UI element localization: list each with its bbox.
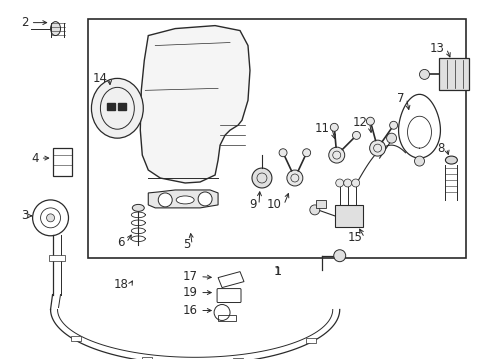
Bar bbox=[88, 19, 466, 258]
Text: 8: 8 bbox=[436, 141, 444, 155]
Text: 5: 5 bbox=[183, 238, 190, 251]
Ellipse shape bbox=[91, 78, 143, 138]
Text: 4: 4 bbox=[31, 152, 39, 165]
Text: 9: 9 bbox=[249, 198, 256, 211]
Bar bbox=[315, 200, 325, 208]
Text: 16: 16 bbox=[183, 304, 198, 317]
Circle shape bbox=[366, 117, 374, 125]
Bar bbox=[48, 255, 64, 261]
Bar bbox=[52, 148, 72, 176]
Text: 15: 15 bbox=[347, 231, 362, 244]
Text: 13: 13 bbox=[428, 42, 444, 55]
Text: 14: 14 bbox=[92, 72, 107, 85]
Circle shape bbox=[329, 123, 338, 131]
Circle shape bbox=[251, 168, 271, 188]
Circle shape bbox=[46, 214, 55, 222]
Ellipse shape bbox=[50, 22, 61, 36]
Circle shape bbox=[414, 156, 424, 166]
Circle shape bbox=[279, 149, 286, 157]
Text: 11: 11 bbox=[314, 122, 329, 135]
Text: 12: 12 bbox=[352, 116, 367, 129]
Circle shape bbox=[302, 149, 310, 157]
Ellipse shape bbox=[132, 204, 144, 211]
Text: 18: 18 bbox=[113, 278, 128, 291]
Ellipse shape bbox=[445, 156, 456, 164]
Polygon shape bbox=[148, 190, 218, 208]
Circle shape bbox=[286, 170, 302, 186]
Circle shape bbox=[335, 179, 343, 187]
Text: 17: 17 bbox=[183, 270, 198, 283]
Text: 1: 1 bbox=[274, 265, 281, 278]
Bar bbox=[334, 205, 362, 227]
Bar bbox=[218, 315, 236, 321]
Text: 3: 3 bbox=[21, 210, 29, 222]
Bar bbox=[107, 103, 115, 110]
Text: 1: 1 bbox=[274, 267, 281, 276]
Text: 19: 19 bbox=[183, 286, 198, 299]
Circle shape bbox=[198, 192, 212, 206]
Circle shape bbox=[389, 121, 397, 129]
Circle shape bbox=[352, 131, 360, 139]
Bar bbox=[118, 103, 126, 110]
Bar bbox=[306, 338, 316, 343]
Circle shape bbox=[386, 133, 396, 143]
Circle shape bbox=[333, 250, 345, 262]
Polygon shape bbox=[140, 26, 249, 183]
Circle shape bbox=[328, 147, 344, 163]
Circle shape bbox=[158, 193, 172, 207]
Circle shape bbox=[309, 205, 319, 215]
Bar bbox=[142, 357, 152, 360]
Ellipse shape bbox=[176, 196, 194, 204]
Bar bbox=[232, 358, 242, 360]
Bar bbox=[70, 336, 81, 341]
Text: 6: 6 bbox=[117, 236, 124, 249]
Circle shape bbox=[369, 140, 385, 156]
Text: 7: 7 bbox=[396, 92, 404, 105]
Circle shape bbox=[343, 179, 351, 187]
Circle shape bbox=[419, 69, 428, 80]
Text: 2: 2 bbox=[21, 16, 29, 29]
Text: 10: 10 bbox=[266, 198, 281, 211]
Circle shape bbox=[351, 179, 359, 187]
FancyBboxPatch shape bbox=[439, 58, 468, 90]
